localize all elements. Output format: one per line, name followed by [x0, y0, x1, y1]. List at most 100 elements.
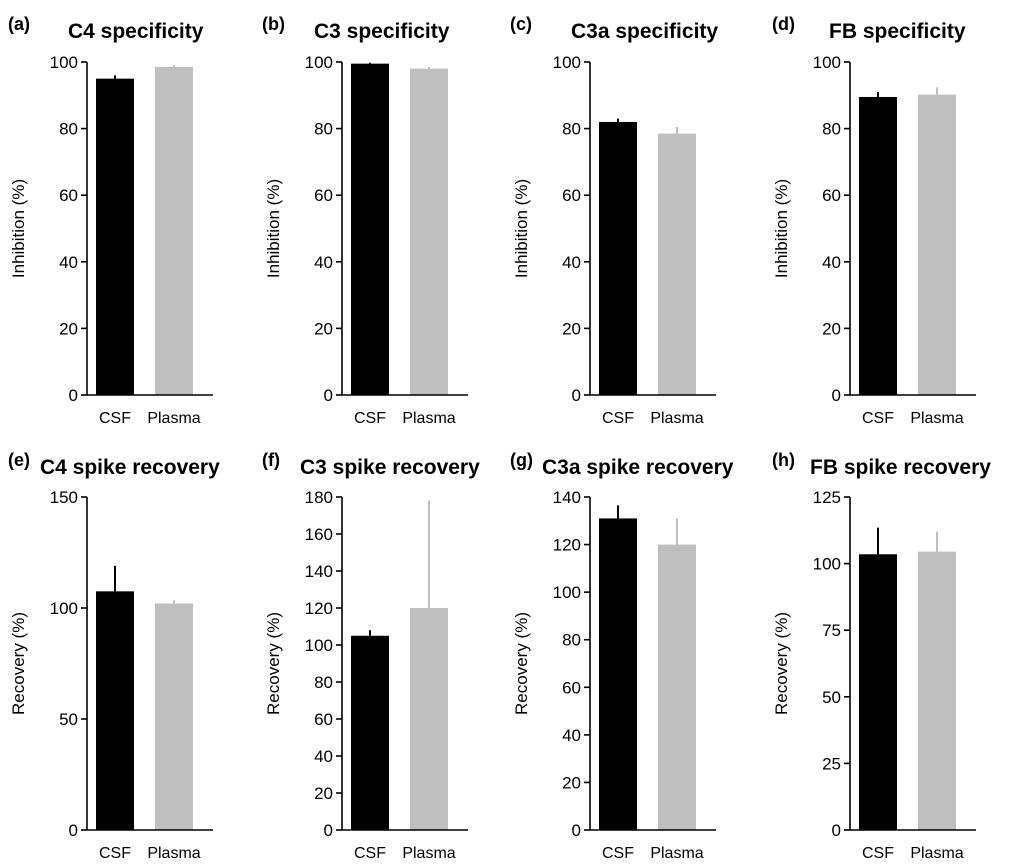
- bar-csf: [859, 554, 897, 830]
- bar-csf: [859, 96, 897, 395]
- bar-plasma: [410, 68, 448, 395]
- panel-letter: (f): [262, 450, 280, 470]
- bar-plasma: [155, 66, 193, 396]
- y-tick-label: 80: [314, 120, 333, 139]
- y-tick-label: 60: [562, 186, 581, 205]
- y-tick-label: 0: [572, 821, 581, 840]
- chart-panel-8: (h) FB spike recovery Recovery (%) 0 25 50 75 1…: [772, 450, 991, 862]
- panel-letter: (a): [8, 14, 30, 34]
- y-tick-label: 150: [50, 488, 78, 507]
- panel-letter: (e): [8, 450, 30, 470]
- x-tick-label: CSF: [862, 845, 894, 862]
- bar-csf: [599, 121, 637, 395]
- y-axis-label: Recovery (%): [512, 612, 531, 715]
- y-tick-label: 40: [822, 253, 841, 272]
- chart-panel-6: (f) C3 spike recovery Recovery (%) 0 20 40 60 8…: [262, 450, 480, 862]
- chart-title: C3 specificity: [314, 20, 450, 43]
- y-tick-label: 80: [314, 673, 333, 692]
- y-tick-label: 100: [50, 53, 78, 72]
- y-tick-label: 125: [813, 488, 841, 507]
- x-tick-label: Plasma: [402, 845, 455, 862]
- x-tick-label: CSF: [354, 410, 386, 427]
- panel-letter: (d): [772, 14, 795, 34]
- panel-letter: (g): [510, 450, 533, 470]
- y-tick-label: 40: [59, 253, 78, 272]
- x-tick-label: Plasma: [650, 845, 703, 862]
- y-tick-label: 140: [553, 488, 581, 507]
- x-tick-label: CSF: [602, 410, 634, 427]
- y-tick-label: 0: [832, 821, 841, 840]
- x-tick-label: Plasma: [147, 845, 200, 862]
- panel-letter: (b): [262, 14, 285, 34]
- chart-title: FB spike recovery: [810, 456, 991, 479]
- y-tick-label: 25: [822, 754, 841, 773]
- y-tick-label: 0: [832, 386, 841, 405]
- y-tick-label: 140: [305, 562, 333, 581]
- y-axis-label: Inhibition (%): [264, 179, 283, 278]
- y-tick-label: 0: [324, 821, 333, 840]
- bar-plasma: [155, 603, 193, 830]
- y-tick-label: 100: [50, 599, 78, 618]
- y-tick-label: 75: [822, 621, 841, 640]
- y-tick-label: 100: [813, 53, 841, 72]
- x-tick-label: Plasma: [402, 410, 455, 427]
- y-axis-label: Recovery (%): [9, 612, 28, 715]
- y-tick-label: 80: [822, 120, 841, 139]
- bar-plasma: [918, 94, 956, 395]
- chart-title: C3a specificity: [571, 20, 718, 43]
- bar-csf: [351, 63, 389, 395]
- y-tick-label: 40: [314, 747, 333, 766]
- y-tick-label: 20: [59, 319, 78, 338]
- panel-letter: (h): [772, 450, 795, 470]
- y-axis-label: Recovery (%): [772, 612, 791, 715]
- bar-csf: [96, 78, 134, 396]
- y-tick-label: 120: [553, 536, 581, 555]
- y-tick-label: 80: [562, 631, 581, 650]
- chart-panel-4: (d) FB specificity Inhibition (%) 0 20 40 60 80…: [772, 14, 976, 427]
- y-axis-label: Recovery (%): [264, 612, 283, 715]
- x-tick-label: CSF: [99, 410, 131, 427]
- y-tick-label: 160: [305, 525, 333, 544]
- x-tick-label: Plasma: [910, 410, 963, 427]
- y-tick-label: 40: [314, 253, 333, 272]
- y-tick-label: 80: [562, 120, 581, 139]
- chart-title: C3 spike recovery: [300, 456, 480, 479]
- y-tick-label: 50: [822, 688, 841, 707]
- x-tick-label: CSF: [354, 845, 386, 862]
- y-tick-label: 80: [59, 120, 78, 139]
- y-tick-label: 20: [562, 773, 581, 792]
- y-tick-label: 180: [305, 488, 333, 507]
- y-tick-label: 40: [562, 253, 581, 272]
- y-tick-label: 100: [553, 53, 581, 72]
- x-tick-label: Plasma: [147, 410, 200, 427]
- y-axis-label: Inhibition (%): [9, 179, 28, 278]
- y-tick-label: 50: [59, 710, 78, 729]
- chart-panel-3: (c) C3a specificity Inhibition (%) 0 20 40 60 8…: [510, 14, 718, 427]
- chart-title: FB specificity: [829, 20, 966, 43]
- bar-csf: [96, 591, 134, 830]
- y-tick-label: 0: [324, 386, 333, 405]
- y-tick-label: 60: [822, 186, 841, 205]
- y-tick-label: 100: [553, 583, 581, 602]
- chart-panel-7: (g) C3a spike recovery Recovery (%) 0 20 40 60…: [510, 450, 734, 862]
- y-tick-label: 100: [305, 53, 333, 72]
- y-tick-label: 60: [314, 186, 333, 205]
- y-tick-label: 0: [69, 821, 78, 840]
- x-tick-label: Plasma: [650, 410, 703, 427]
- bar-plasma: [410, 608, 448, 830]
- chart-title: C4 specificity: [68, 20, 204, 43]
- x-tick-label: CSF: [602, 845, 634, 862]
- y-tick-label: 0: [572, 386, 581, 405]
- y-axis-label: Inhibition (%): [772, 179, 791, 278]
- chart-panel-5: (e) C4 spike recovery Recovery (%) 0 50 100 15…: [8, 450, 220, 862]
- y-tick-label: 120: [305, 599, 333, 618]
- bar-csf: [599, 518, 637, 830]
- y-tick-label: 20: [562, 319, 581, 338]
- y-tick-label: 0: [69, 386, 78, 405]
- bar-plasma: [918, 551, 956, 830]
- chart-title: C4 spike recovery: [40, 456, 220, 479]
- y-tick-label: 20: [822, 319, 841, 338]
- panel-letter: (c): [510, 14, 532, 34]
- y-tick-label: 100: [305, 636, 333, 655]
